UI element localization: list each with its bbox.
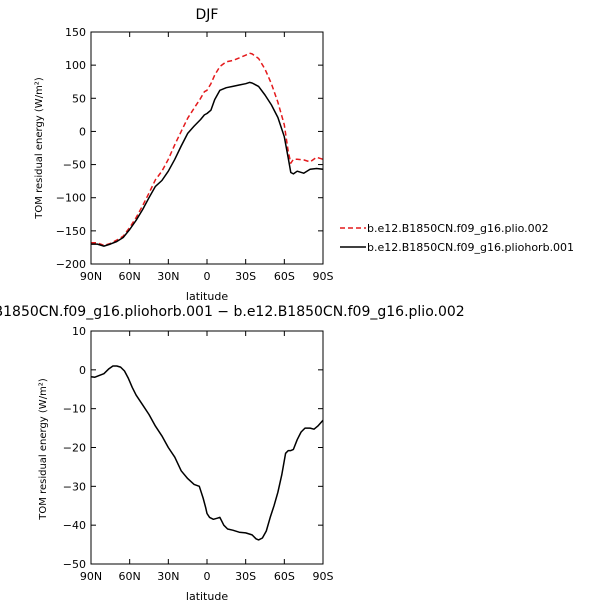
x-tick-label: 60N [119,570,141,583]
x-tick-label: 60S [274,570,295,583]
y-tick-label: −50 [63,558,86,571]
y-tick-label: 0 [79,125,86,138]
x-tick-label: 60N [119,270,141,283]
y-tick-label: −50 [63,159,86,172]
y-tick-label: −10 [63,403,86,416]
top-x-axis-label: latitude [186,290,228,303]
bottom-x-axis-label: latitude [186,590,228,603]
top-y-axis-label: TOM residual energy (W/m²) [34,77,45,220]
y-tick-label: −40 [63,519,86,532]
legend-entry-plio: b.e12.B1850CN.f09_g16.plio.002 [367,222,549,235]
series-line-1 [91,81,324,247]
y-tick-label: −200 [56,258,86,271]
y-tick-label: 100 [65,59,86,72]
x-tick-label: 90N [80,570,102,583]
x-tick-label: 30S [235,270,256,283]
x-tick-label: 90N [80,270,102,283]
x-tick-label: 0 [204,270,211,283]
series-line-0 [91,52,324,247]
x-tick-label: 60S [274,270,295,283]
y-tick-label: 150 [65,26,86,39]
top-plot-area: 90N 60N 30N 0 30S 60S 90S −200 −150 −100 −50 0 50 100… [56,26,334,283]
x-tick-label: 90S [313,570,334,583]
y-tick-label: −20 [63,442,86,455]
y-tick-label: −30 [63,480,86,493]
x-tick-label: 90S [313,270,334,283]
bottom-panel: b.e12.B1850CN.f09_g16.pliohorb.001 − b.e… [0,304,465,603]
bottom-plot-area: 90N 60N 30N 0 30S 60S 90S −50 −40 −30 −20 −10 0 10 [63,325,334,583]
y-tick-label: 10 [72,325,86,338]
x-tick-label: 30N [157,570,179,583]
bottom-y-axis-label: TOM residual energy (W/m²) [38,378,49,521]
top-legend: b.e12.B1850CN.f09_g16.plio.002 b.e12.B18… [340,222,574,254]
legend-entry-pliohorb: b.e12.B1850CN.f09_g16.pliohorb.001 [367,241,574,254]
x-tick-label: 30N [157,270,179,283]
x-tick-label: 0 [204,570,211,583]
top-panel-frame [90,31,324,265]
y-tick-label: −150 [56,225,86,238]
x-tick-label: 30S [235,570,256,583]
top-panel-title: DJF [196,7,219,23]
series-line-0 [90,365,324,541]
top-panel: DJF 90N 60N 30N 0 30S 60S 90S −200 −150 −100 −50 0 5… [34,7,574,303]
bottom-panel-title: b.e12.B1850CN.f09_g16.pliohorb.001 − b.e… [0,304,465,320]
y-tick-label: 0 [79,364,86,377]
bottom-panel-frame [90,330,324,565]
y-tick-label: 50 [72,92,86,105]
y-tick-label: −100 [56,192,86,205]
